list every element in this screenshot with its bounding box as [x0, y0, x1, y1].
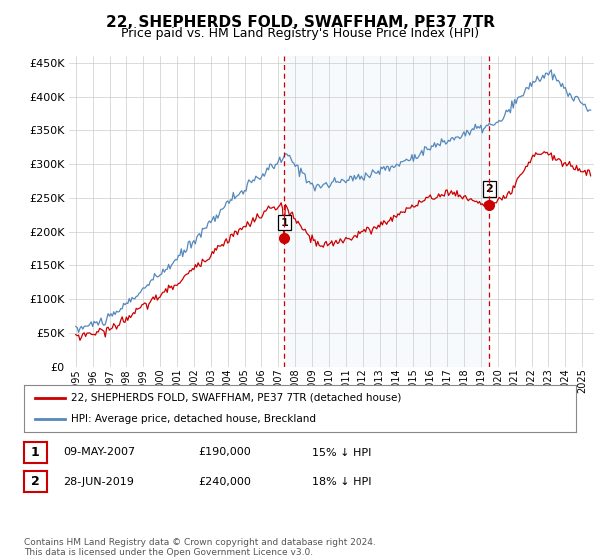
Text: HPI: Average price, detached house, Breckland: HPI: Average price, detached house, Brec… — [71, 414, 316, 424]
Text: Price paid vs. HM Land Registry's House Price Index (HPI): Price paid vs. HM Land Registry's House … — [121, 27, 479, 40]
Text: 28-JUN-2019: 28-JUN-2019 — [63, 477, 134, 487]
Text: 2: 2 — [31, 475, 40, 488]
Text: 15% ↓ HPI: 15% ↓ HPI — [312, 447, 371, 458]
Text: 1: 1 — [280, 218, 288, 227]
Text: Contains HM Land Registry data © Crown copyright and database right 2024.
This d: Contains HM Land Registry data © Crown c… — [24, 538, 376, 557]
Text: 18% ↓ HPI: 18% ↓ HPI — [312, 477, 371, 487]
Text: £190,000: £190,000 — [198, 447, 251, 458]
Text: 22, SHEPHERDS FOLD, SWAFFHAM, PE37 7TR (detached house): 22, SHEPHERDS FOLD, SWAFFHAM, PE37 7TR (… — [71, 393, 401, 403]
Text: 1: 1 — [31, 446, 40, 459]
Text: 09-MAY-2007: 09-MAY-2007 — [63, 447, 135, 458]
Bar — [284, 56, 489, 367]
Text: £240,000: £240,000 — [198, 477, 251, 487]
Text: 22, SHEPHERDS FOLD, SWAFFHAM, PE37 7TR: 22, SHEPHERDS FOLD, SWAFFHAM, PE37 7TR — [106, 15, 494, 30]
Text: 2: 2 — [485, 184, 493, 194]
